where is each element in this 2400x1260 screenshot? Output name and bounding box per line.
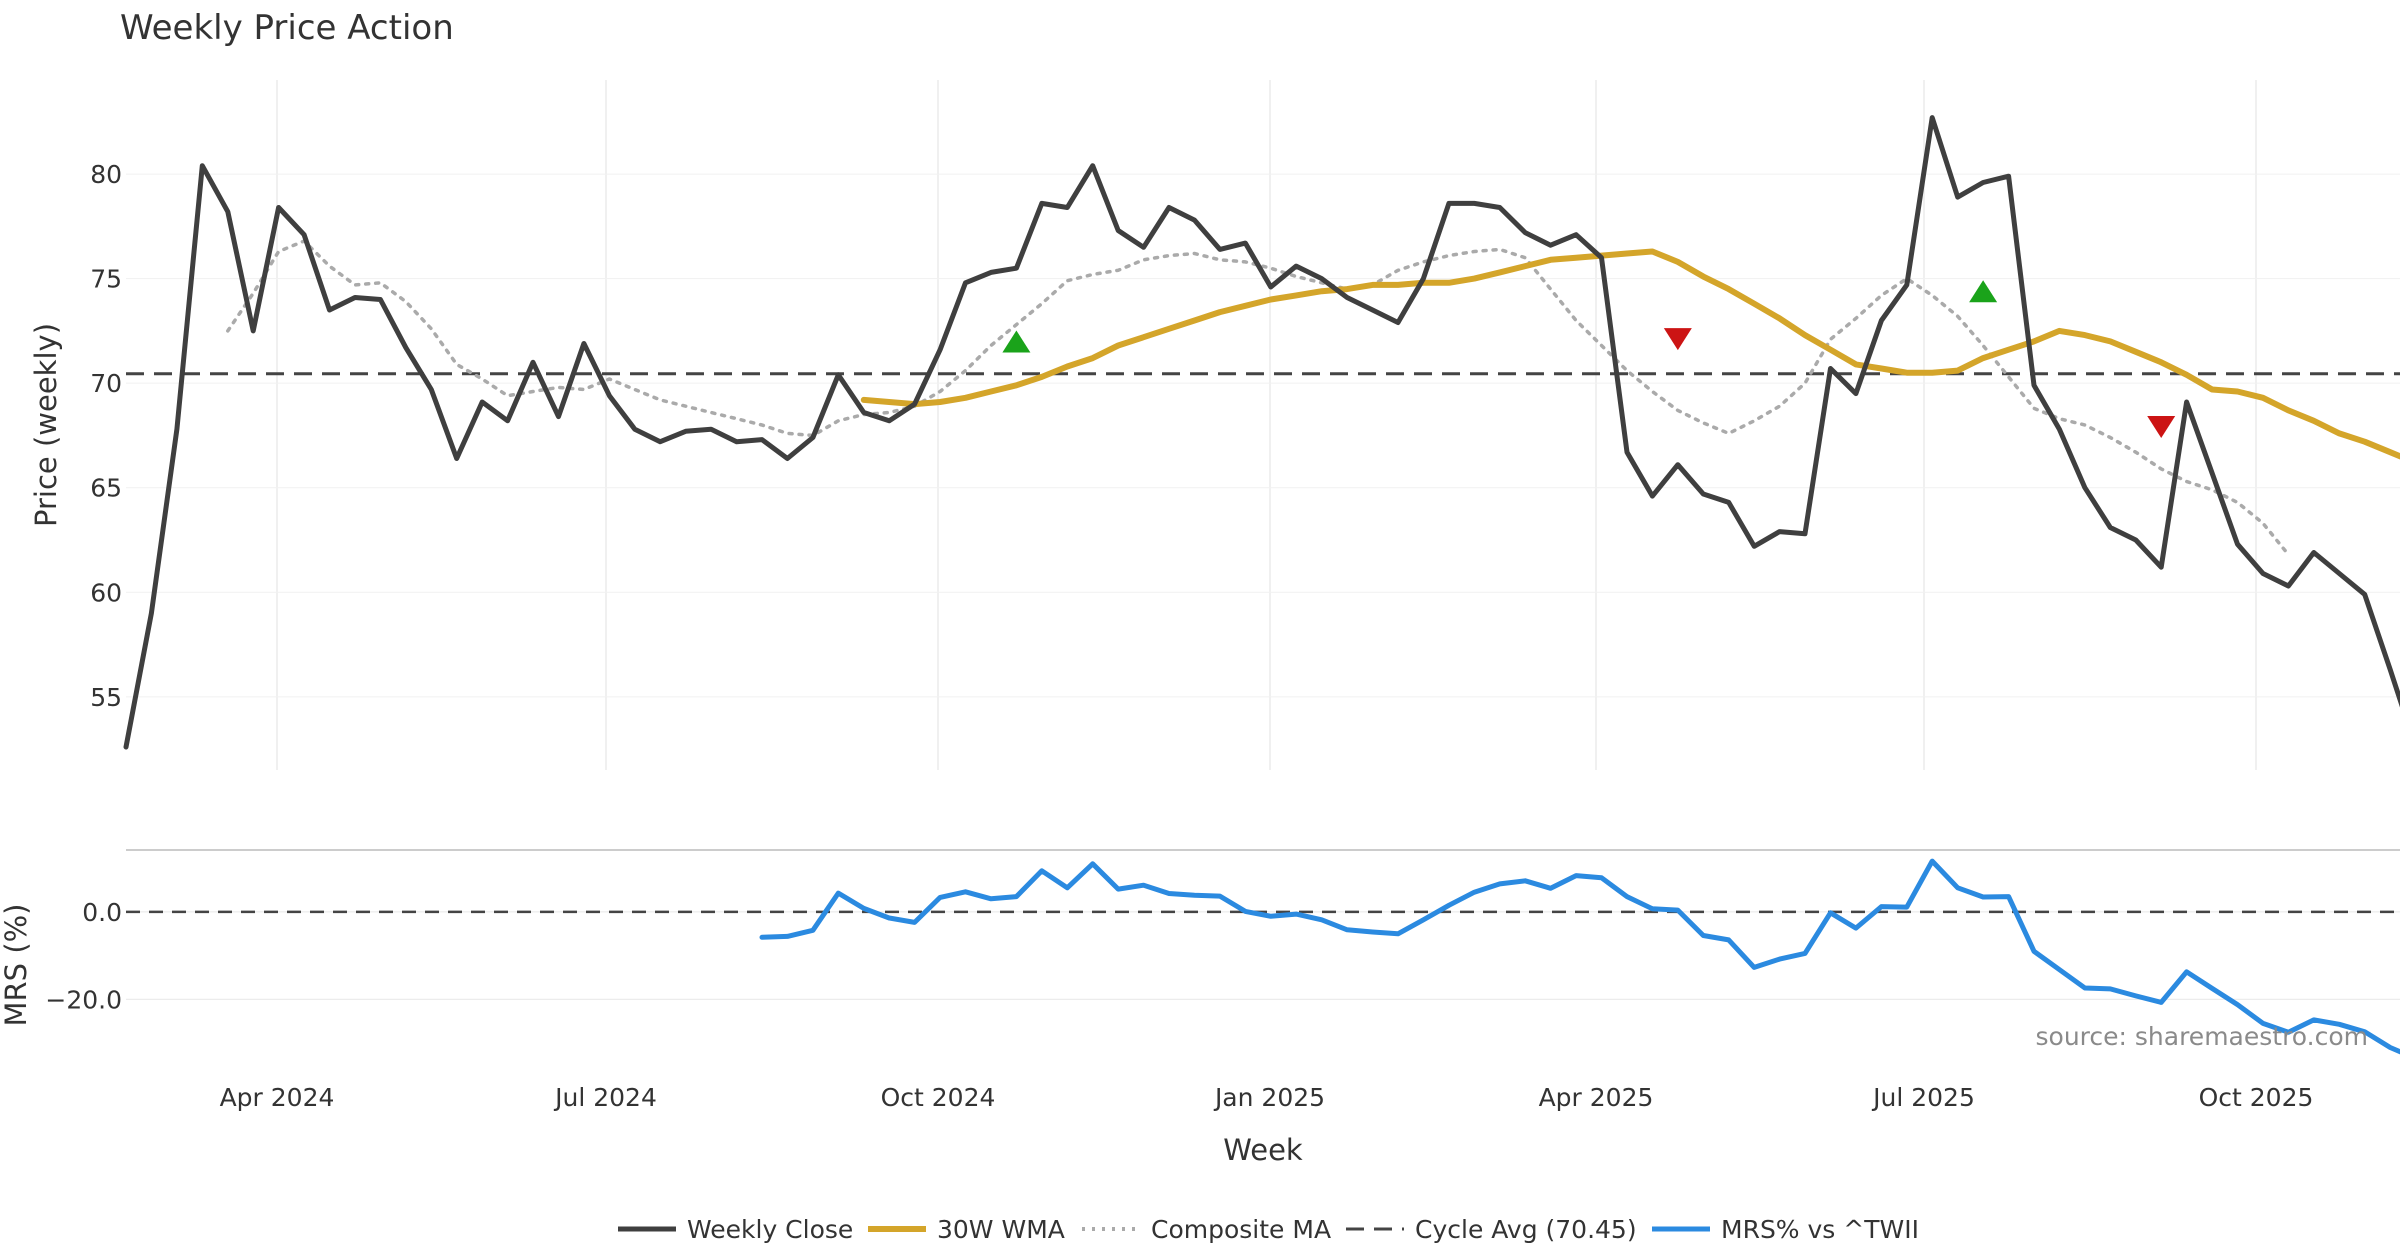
30w-wma-line [860, 248, 2400, 460]
mrs-y-ticks: 0.0 −20.0 [45, 898, 122, 1015]
signal-markers [1002, 280, 2176, 438]
buy-signal-marker [1002, 330, 1031, 353]
x-axis-title: Week [1223, 1133, 1303, 1167]
mrs-y-tick-label: −20.0 [45, 985, 122, 1014]
mrs-vs-twii-line [759, 858, 2400, 1055]
price-y-tick-label: 70 [90, 369, 122, 398]
price-y-tick-label: 55 [90, 683, 122, 712]
series-layer [123, 115, 2400, 1055]
x-tick-label: Jan 2025 [1213, 1083, 1325, 1112]
x-tick-label: Oct 2025 [2199, 1083, 2314, 1112]
x-ticks: Apr 2024 Jul 2024 Oct 2024 Jan 2025 Apr 2025… [220, 1083, 2314, 1112]
mrs-y-tick-label: 0.0 [82, 898, 122, 927]
price-y-ticks: 55 60 65 70 75 80 [90, 160, 122, 712]
source-annotation: source: sharemaestro.com [2036, 1022, 2369, 1051]
mrs-y-axis-title: MRS (%) [0, 904, 33, 1027]
x-tick-label: Apr 2025 [1539, 1083, 1654, 1112]
x-tick-label: Jul 2024 [553, 1083, 657, 1112]
sell-signal-marker [2147, 416, 2176, 438]
x-tick-label: Apr 2024 [220, 1083, 335, 1112]
composite-ma-line [226, 239, 2291, 557]
price-y-tick-label: 80 [90, 160, 122, 189]
x-tick-label: Oct 2024 [881, 1083, 996, 1112]
price-y-tick-label: 75 [90, 265, 122, 294]
legend-label: MRS% vs ^TWII [1721, 1215, 1919, 1244]
price-y-axis-title: Price (weekly) [29, 323, 63, 527]
sell-signal-marker [1663, 328, 1692, 351]
weekly-close-line [123, 115, 2400, 750]
legend: Weekly Close 30W WMA Composite MA Cycle Avg… [618, 1215, 1919, 1244]
chart-title: Weekly Price Action [120, 8, 454, 48]
legend-label: Cycle Avg (70.45) [1415, 1215, 1637, 1244]
buy-signal-marker [1969, 280, 1998, 303]
legend-label: Weekly Close [687, 1215, 853, 1244]
x-tick-label: Jul 2025 [1871, 1083, 1975, 1112]
legend-label: Composite MA [1151, 1215, 1331, 1244]
legend-label: 30W WMA [937, 1215, 1065, 1244]
price-y-tick-label: 60 [90, 578, 122, 607]
price-y-tick-label: 65 [90, 474, 122, 503]
